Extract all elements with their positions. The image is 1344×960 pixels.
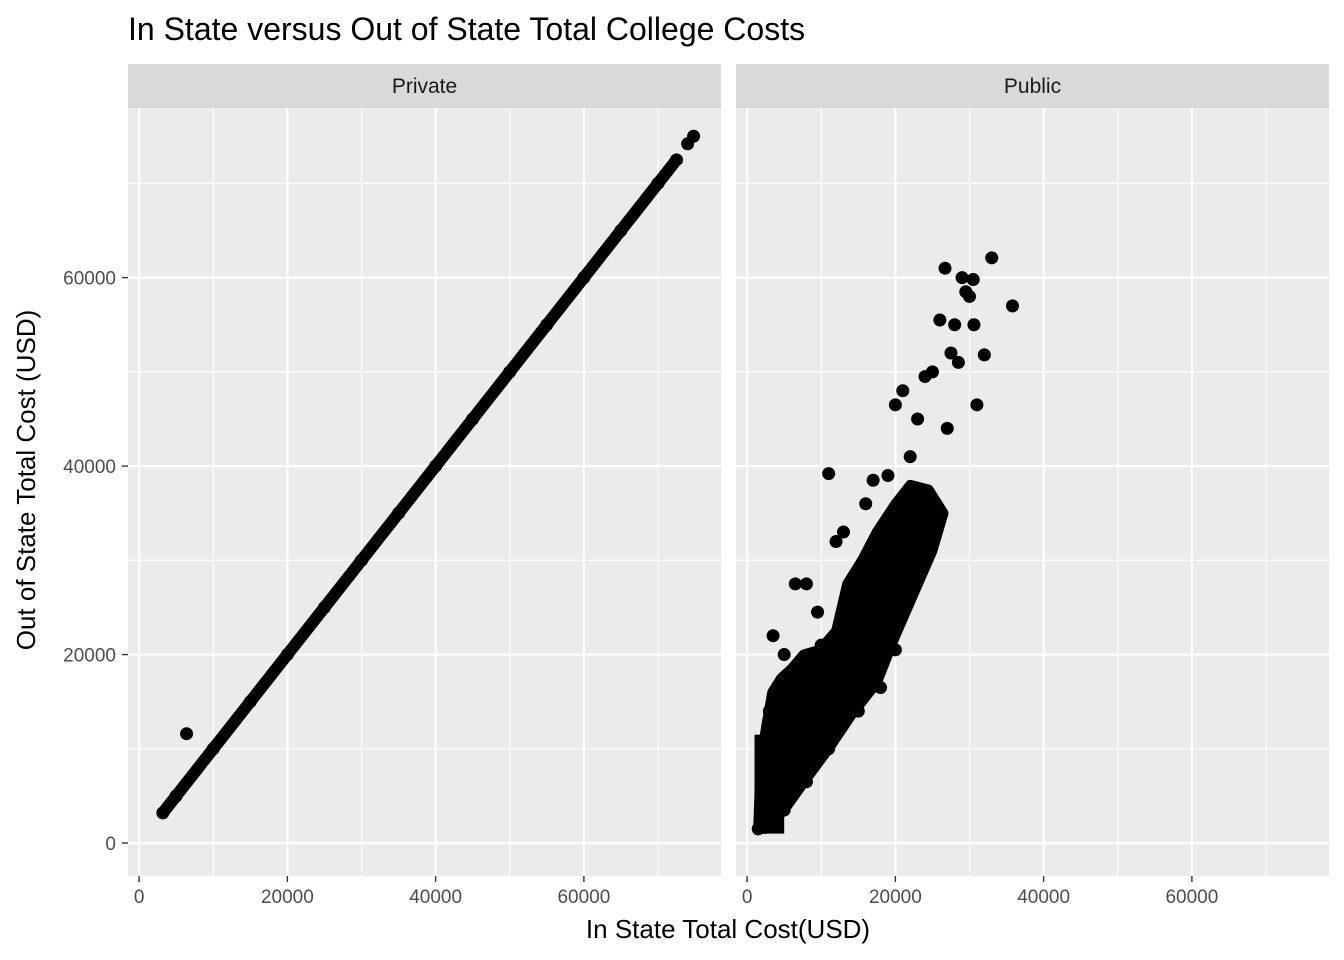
y-tick-label: 0 [105, 834, 116, 855]
data-point [429, 459, 443, 473]
data-point [948, 318, 962, 332]
data-point [836, 525, 850, 539]
x-tick-label: 0 [742, 887, 753, 908]
x-axis-title: In State Total Cost(USD) [586, 914, 870, 944]
data-point [280, 648, 294, 662]
data-point [503, 365, 517, 379]
x-tick-label: 40000 [409, 887, 462, 908]
data-point [896, 384, 910, 398]
data-point [844, 591, 858, 605]
data-point [169, 789, 183, 803]
facet-strip [736, 64, 1329, 108]
data-point [540, 318, 554, 332]
data-point [687, 129, 701, 143]
data-point [811, 605, 825, 619]
y-tick-label: 40000 [63, 457, 116, 478]
data-point [762, 704, 776, 718]
x-axis: 0 20000 40000 60000 [742, 876, 1218, 908]
data-point [955, 271, 969, 285]
data-point [881, 469, 895, 483]
data-point [814, 638, 828, 652]
data-point [392, 506, 406, 520]
data-point [156, 806, 170, 820]
data-point [938, 261, 952, 275]
facet-panels: Private 0 20000 40000 60000 Public 0 20000 40000… [128, 64, 1329, 908]
data-point [940, 421, 954, 435]
data-point [925, 365, 939, 379]
data-point [755, 751, 769, 765]
data-point [317, 600, 331, 614]
data-point [985, 251, 999, 265]
data-point [751, 822, 765, 836]
data-points [156, 129, 701, 820]
data-point [799, 577, 813, 591]
x-axis: 0 20000 40000 60000 [134, 876, 610, 908]
data-point [614, 224, 628, 238]
data-point [651, 176, 665, 190]
y-tick-label: 60000 [63, 269, 116, 290]
data-point [970, 398, 984, 412]
data-point [967, 318, 981, 332]
data-point [799, 775, 813, 789]
x-tick-label: 40000 [1017, 887, 1070, 908]
data-point [903, 450, 917, 464]
data-point [911, 412, 925, 426]
data-point [829, 534, 843, 548]
data-point [874, 681, 888, 695]
data-point [888, 643, 902, 657]
x-tick-label: 60000 [557, 887, 610, 908]
data-points [751, 251, 1019, 836]
data-point [822, 742, 836, 756]
x-tick-label: 0 [134, 887, 145, 908]
data-point [180, 727, 194, 741]
data-point [822, 467, 836, 481]
data-point [977, 348, 991, 362]
y-tick-label: 20000 [63, 646, 116, 667]
data-point [788, 577, 802, 591]
facet-panel-public: Public 0 20000 40000 60000 [736, 64, 1329, 908]
gridlines [128, 108, 721, 876]
data-point [966, 273, 980, 287]
data-point [859, 497, 873, 511]
data-point [243, 695, 257, 709]
data-point [962, 289, 976, 303]
data-point [951, 355, 965, 369]
data-point [933, 313, 947, 327]
data-point [866, 473, 880, 487]
data-point [670, 153, 684, 167]
data-point [777, 648, 791, 662]
x-tick-label: 20000 [261, 887, 314, 908]
y-axis: 0 20000 40000 60000 [63, 269, 128, 855]
data-point [777, 803, 791, 817]
data-point [1005, 299, 1019, 313]
facet-panel-private: Private 0 20000 40000 60000 [128, 64, 721, 908]
data-point [206, 742, 220, 756]
facet-strip [128, 64, 721, 108]
y-axis-title: Out of State Total Cost (USD) [11, 310, 41, 651]
chart-title: In State versus Out of State Total Colle… [128, 11, 805, 47]
x-tick-label: 20000 [869, 887, 922, 908]
data-point [466, 412, 480, 426]
data-point [766, 629, 780, 643]
data-point [944, 346, 958, 360]
facet-strip-label: Public [1004, 75, 1061, 98]
data-point [851, 704, 865, 718]
dense-point-cloud [753, 479, 949, 834]
data-point [888, 398, 902, 412]
data-point [577, 271, 591, 285]
x-tick-label: 60000 [1165, 887, 1218, 908]
data-point [354, 553, 368, 567]
facet-strip-label: Private [392, 75, 457, 98]
dense-point-cloud-base [754, 734, 785, 834]
